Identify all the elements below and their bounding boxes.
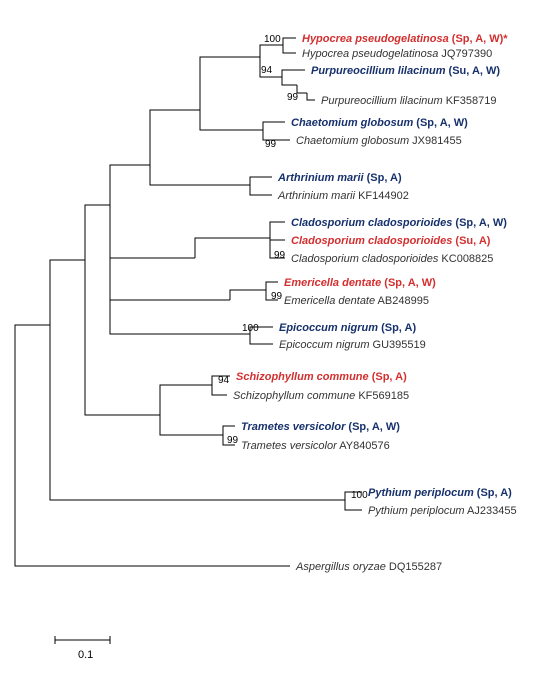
taxon-label: Purpureocillium lilacinum KF358719 [321, 95, 496, 107]
bootstrap-value: 99 [265, 139, 277, 150]
tree-branch [282, 70, 305, 77]
taxon-label: Emericella dentate AB248995 [284, 295, 429, 307]
tree-branch [282, 77, 297, 85]
tree-branch [250, 185, 272, 195]
tree-branch [283, 38, 296, 45]
taxon-label: Chaetomium globosum JX981455 [296, 135, 462, 147]
taxon-label: Schizophyllum commune (Sp, A) [236, 371, 407, 383]
taxon-label: Arthrinium marii KF144902 [277, 190, 409, 202]
phylogenetic-tree: 100 94 99 99 99 99 100 94 99 100 Hypocrea pseudoge… [0, 0, 536, 688]
tree-branch [85, 205, 110, 260]
bootstrap-value: 100 [242, 323, 259, 334]
tree-branch [266, 282, 278, 290]
taxon-label: Trametes versicolor (Sp, A, W) [241, 421, 400, 433]
tree-branch [110, 205, 195, 258]
taxon-label: Arthrinium marii (Sp, A) [277, 172, 402, 184]
tree-branch [150, 165, 250, 185]
tree-branch [270, 238, 285, 240]
scale-bar-label: 0.1 [78, 649, 93, 661]
bootstrap-value: 99 [271, 291, 283, 302]
taxon-label: Trametes versicolor AY840576 [241, 440, 390, 452]
taxon-label: Purpureocillium lilacinum (Su, A, W) [311, 65, 500, 77]
taxon-label: Chaetomium globosum (Sp, A, W) [291, 117, 468, 129]
bootstrap-value: 100 [351, 490, 368, 501]
bootstrap-value: 100 [264, 34, 281, 45]
tree-branch [200, 110, 263, 130]
tree-branch [50, 260, 85, 325]
taxon-label: Epicoccum nigrum (Sp, A) [279, 322, 416, 334]
tree-branch [160, 415, 223, 435]
taxon-label: Epicoccum nigrum GU395519 [279, 339, 426, 351]
tree-branch [200, 57, 260, 110]
taxon-label: Schizophyllum commune KF569185 [233, 390, 409, 402]
tree-branch [230, 290, 266, 300]
tree-branch [345, 500, 362, 510]
tree-branch [297, 85, 307, 93]
taxon-label: Cladosporium cladosporioides (Su, A) [291, 235, 491, 247]
taxon-label: Cladosporium cladosporioides (Sp, A, W) [291, 217, 507, 229]
tree-branch [260, 45, 283, 57]
tree-branch [250, 177, 263, 185]
tree-branch [307, 93, 315, 100]
tree-branch [223, 426, 235, 435]
bootstrap-value: 99 [227, 435, 239, 446]
taxon-label: Aspergillus oryzae DQ155287 [295, 561, 442, 573]
tree-branch [195, 238, 270, 258]
bootstrap-value: 99 [274, 250, 286, 261]
tree-branch [50, 325, 345, 500]
scale-bar [55, 636, 110, 644]
taxon-label: Cladosporium cladosporioides KC008825 [291, 253, 493, 265]
taxon-label: Hypocrea pseudogelatinosa JQ797390 [302, 48, 492, 60]
tree-branch [160, 385, 212, 415]
tree-branch [110, 205, 250, 334]
tree-branch [270, 222, 285, 238]
bootstrap-value: 94 [218, 375, 230, 386]
tree-branch [85, 260, 160, 415]
tree-branch [15, 325, 50, 395]
tree-branch [110, 165, 150, 205]
tree-branch [150, 110, 200, 165]
taxon-label: Pythium periplocum (Sp, A) [368, 487, 512, 499]
bootstrap-value: 99 [287, 92, 299, 103]
tree-branch [212, 385, 227, 395]
bootstrap-value: 94 [261, 65, 273, 76]
tree-branch [263, 122, 275, 130]
taxon-label: Emericella dentate (Sp, A, W) [284, 277, 436, 289]
taxon-label: Hypocrea pseudogelatinosa (Sp, A, W)* [302, 33, 508, 45]
tree-branch [283, 45, 296, 53]
taxon-label: Pythium periplocum AJ233455 [368, 505, 517, 517]
tree-branch [110, 205, 230, 300]
tree-branch [250, 334, 273, 344]
